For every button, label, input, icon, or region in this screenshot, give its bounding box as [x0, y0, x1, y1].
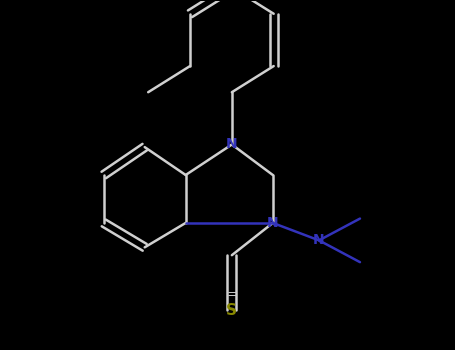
- Text: =: =: [227, 288, 237, 301]
- Text: N: N: [226, 138, 238, 152]
- Text: N: N: [313, 233, 325, 247]
- Text: S: S: [226, 303, 238, 317]
- Text: N: N: [267, 216, 278, 230]
